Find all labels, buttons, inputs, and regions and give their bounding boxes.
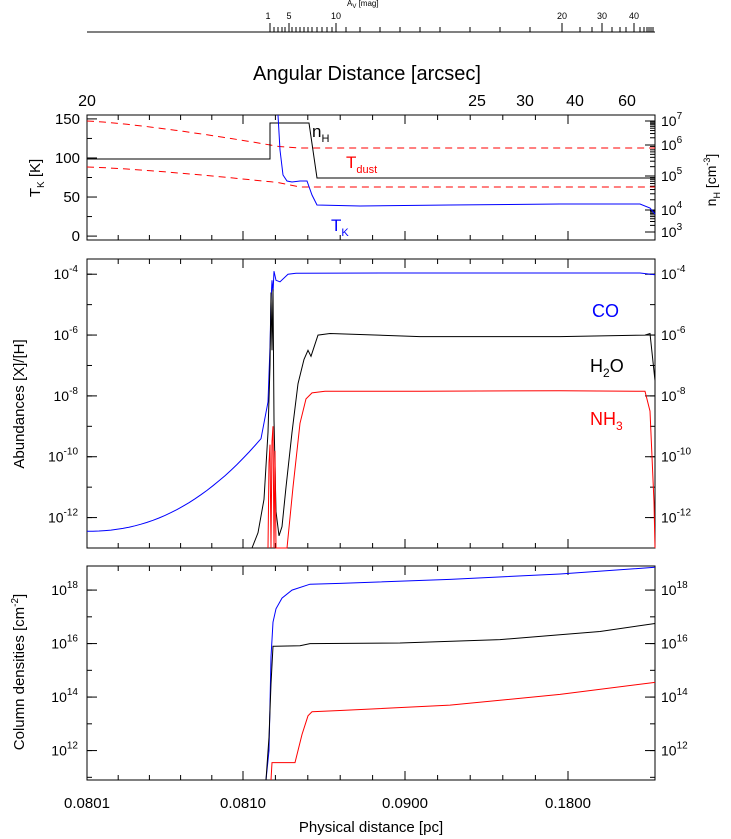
abundance-tick-label-left: 10-10 <box>48 447 78 465</box>
av-tick-label: 40 <box>629 11 639 21</box>
co-abundance-line <box>86 271 656 532</box>
angular-tick-label: 40 <box>566 93 584 110</box>
tk-tick-label: 100 <box>55 150 80 167</box>
h2o-abundance-line <box>251 289 656 549</box>
tdust-lower-line <box>86 166 655 188</box>
x-axis-label: Physical distance [pc] <box>299 819 443 836</box>
nh-tick-label: 106 <box>661 135 683 153</box>
nh-series-label: nH <box>312 122 329 145</box>
av-axis: 1 5 10 20 30 40 AV [mag] <box>87 0 655 33</box>
nh3-abundance-line <box>267 390 656 549</box>
tk-series-label: TK <box>331 216 349 239</box>
abundance-tick-label-right: 10-10 <box>661 447 691 465</box>
bottom-tick-labels: 0.0801 0.0810 0.0900 0.1800 <box>64 795 591 812</box>
abundances-panel: 10-12 10-12 10-10 10-10 10-8 10-8 10-6 10-6 10-4… <box>11 258 691 549</box>
abundance-tick-label-left: 10-12 <box>48 508 78 526</box>
angular-tick-labels: 20 25 30 40 60 <box>78 93 636 110</box>
column-tick-label-right: 1012 <box>661 741 688 759</box>
nh-line <box>87 122 655 179</box>
abundances-axis-label: Abundances [X]/[H] <box>11 339 28 468</box>
nh-axis-label: nH [cm-3] <box>702 154 722 207</box>
tdust-upper-line <box>86 120 655 149</box>
abundance-tick-label-right: 10-12 <box>661 508 691 526</box>
av-tick-label: 20 <box>557 11 567 21</box>
temperature-panel: 0 50 100 150 103 104 105 106 107 nH Tdust TK TK … <box>27 111 722 245</box>
x-tick-label: 0.1800 <box>545 795 591 812</box>
av-tick-label: 1 <box>265 11 270 21</box>
abundance-tick-label-left: 10-8 <box>54 386 79 404</box>
x-tick-label: 0.0810 <box>220 795 266 812</box>
angular-tick-label: 30 <box>516 93 534 110</box>
x-tick-label: 0.0900 <box>382 795 428 812</box>
angular-tick-label: 25 <box>468 93 486 110</box>
column-tick-label-left: 1012 <box>51 741 78 759</box>
column-density-axis-label: Column densities [cm-2] <box>10 594 28 750</box>
angular-tick-label: 60 <box>618 93 636 110</box>
column-densities-frame <box>86 565 656 781</box>
nh-tick-label: 103 <box>661 222 683 240</box>
x-tick-label: 0.0801 <box>64 795 110 812</box>
h2o-column-line <box>265 623 656 781</box>
av-tick-label: 10 <box>331 11 341 21</box>
nh-tick-label: 104 <box>661 200 683 218</box>
abundance-tick-label-right: 10-4 <box>661 264 686 282</box>
av-axis-label: AV [mag] <box>347 0 379 10</box>
column-tick-label-right: 1014 <box>661 687 688 705</box>
av-tick-label: 30 <box>597 11 607 21</box>
column-tick-label-left: 1016 <box>51 634 78 652</box>
abundance-tick-label-left: 10-4 <box>54 264 79 282</box>
tdust-series-label: Tdust <box>346 153 377 176</box>
angular-distance-title: Angular Distance [arcsec] <box>253 63 481 85</box>
tk-line <box>277 114 656 215</box>
angular-tick-label: 20 <box>78 93 96 110</box>
abundance-tick-label-right: 10-6 <box>661 325 686 343</box>
tk-tick-label: 0 <box>72 228 80 245</box>
column-densities-panel: 1012 1012 1014 1014 1016 1016 1018 1018 Column … <box>10 565 688 781</box>
h2o-series-label: H2O <box>590 356 624 380</box>
co-series-label: CO <box>592 301 619 321</box>
abundance-tick-label-left: 10-6 <box>54 325 79 343</box>
co-column-line <box>265 566 656 781</box>
tk-axis-label: TK [K] <box>27 159 47 197</box>
column-tick-label-right: 1018 <box>661 580 688 598</box>
nh-tick-label: 107 <box>661 111 683 129</box>
column-tick-label-left: 1014 <box>51 687 78 705</box>
av-tick-label: 5 <box>286 11 291 21</box>
nh3-column-line <box>270 681 656 781</box>
column-tick-label-right: 1016 <box>661 634 688 652</box>
tk-tick-label: 150 <box>55 111 80 128</box>
column-tick-label-left: 1018 <box>51 580 78 598</box>
tk-tick-label: 50 <box>63 189 80 206</box>
abundances-frame <box>86 258 656 549</box>
abundance-tick-label-right: 10-8 <box>661 386 686 404</box>
nh3-series-label: NH3 <box>590 409 623 433</box>
nh-tick-label: 105 <box>661 166 683 184</box>
